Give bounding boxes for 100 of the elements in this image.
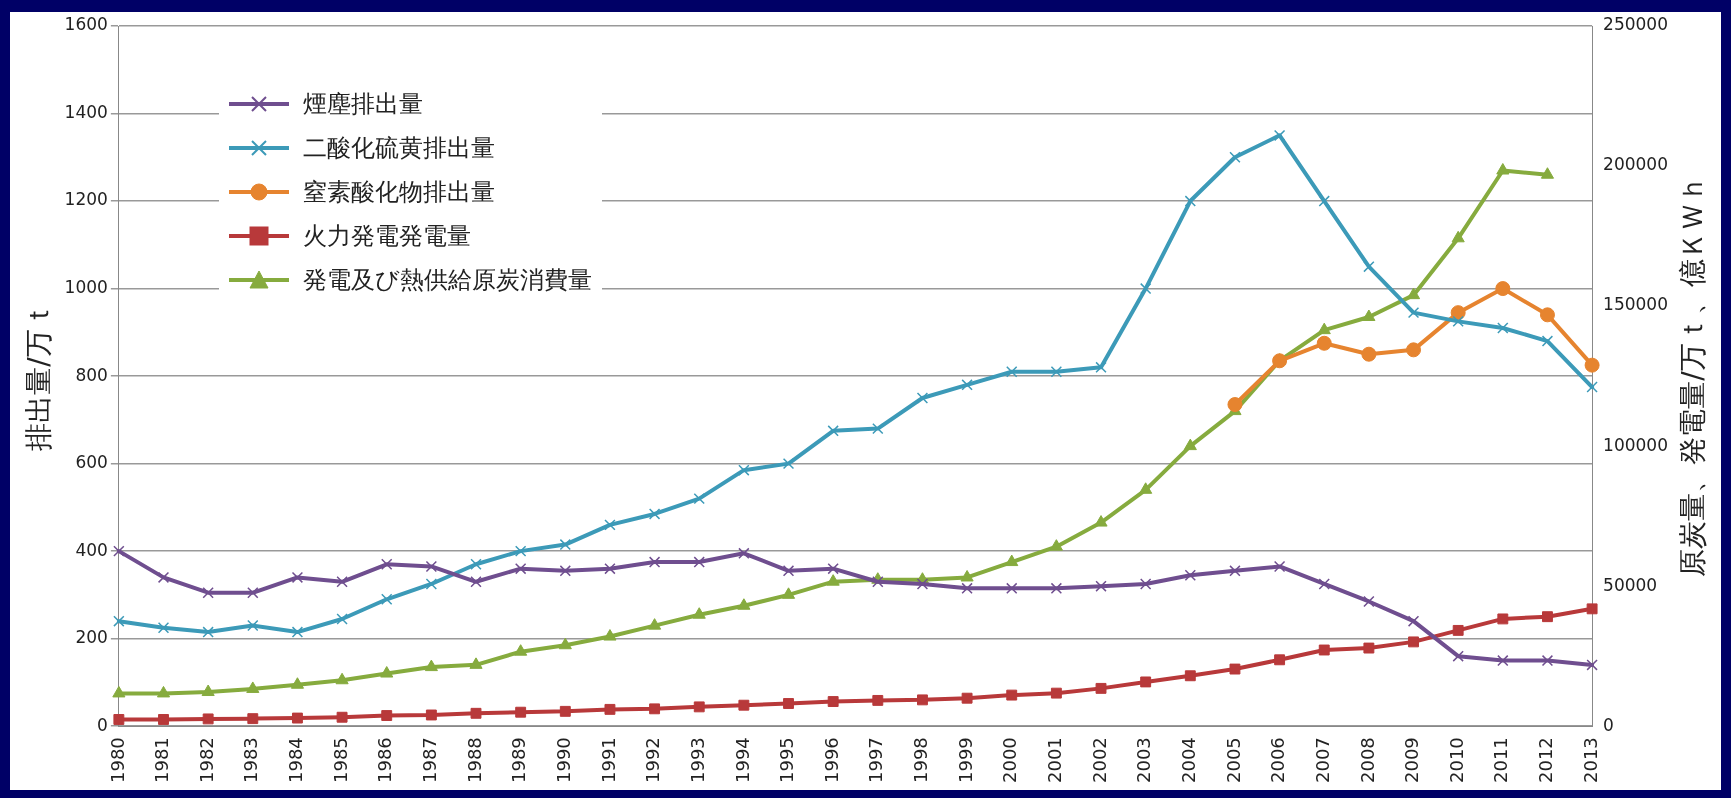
y2-tick-label: 150000: [1603, 294, 1669, 315]
x-tick-label: 1995: [776, 737, 798, 783]
y-tick-label: 1200: [64, 189, 108, 210]
y-tick-label: 1600: [64, 14, 108, 35]
point: [872, 422, 884, 435]
y-tick-label: 1400: [64, 101, 108, 122]
point: [1318, 195, 1330, 207]
point: [157, 571, 170, 584]
point: [693, 701, 705, 713]
point: [783, 698, 794, 709]
point: [202, 626, 214, 638]
y2-tick-label: 0: [1603, 714, 1614, 735]
point: [1408, 636, 1419, 648]
x-tick-label: 1997: [865, 737, 887, 783]
x-tick-label: 1992: [642, 737, 664, 783]
point: [559, 538, 571, 551]
y-tick-label: 600: [75, 452, 108, 473]
x-tick-label: 2002: [1088, 737, 1110, 783]
point: [112, 685, 126, 698]
legend-label: 窒素酸化物排出量: [302, 177, 495, 208]
point: [692, 607, 706, 619]
point: [558, 637, 572, 650]
point: [470, 558, 482, 570]
point: [1407, 306, 1420, 319]
point: [1539, 307, 1555, 323]
point: [693, 556, 705, 568]
point: [1006, 366, 1018, 378]
point: [648, 556, 661, 568]
x-tick-label: 2010: [1445, 737, 1467, 783]
x-tick-label: 1996: [820, 737, 842, 783]
point: [1095, 361, 1107, 374]
point: [961, 582, 973, 595]
point: [514, 562, 527, 575]
point: [1139, 482, 1153, 494]
y2-tick-label: 50000: [1603, 574, 1658, 595]
point: [1006, 689, 1018, 701]
point: [961, 692, 973, 704]
x-tick-label: 1984: [285, 737, 307, 783]
legend-label: 煙塵排出量: [302, 89, 423, 120]
x-tick-label: 1991: [597, 737, 619, 783]
point: [604, 703, 616, 715]
point: [425, 560, 438, 573]
point: [1094, 515, 1108, 527]
point: [961, 379, 973, 391]
point: [1496, 163, 1510, 175]
point: [336, 576, 348, 588]
point: [336, 613, 348, 625]
point: [649, 703, 661, 715]
point: [381, 558, 393, 570]
legend-label: 火力発電発電量: [302, 221, 471, 252]
x-tick-label: 2013: [1579, 737, 1601, 783]
point: [1451, 230, 1465, 243]
point: [1273, 560, 1286, 573]
point: [291, 626, 304, 638]
point: [425, 578, 438, 590]
point: [872, 694, 884, 706]
point: [291, 571, 304, 584]
point: [1541, 654, 1554, 667]
point: [559, 565, 571, 577]
point: [1183, 438, 1197, 451]
point: [917, 694, 928, 706]
point: [291, 712, 303, 724]
point: [1139, 282, 1152, 295]
point: [1140, 676, 1152, 688]
point: [1184, 195, 1197, 207]
x-tick-label: 1982: [195, 737, 217, 783]
point: [782, 457, 795, 470]
y2-tick-label: 100000: [1603, 434, 1669, 455]
point: [1005, 554, 1019, 567]
x-tick-label: 1987: [419, 737, 441, 783]
x-tick-label: 1998: [910, 737, 932, 783]
point: [380, 666, 394, 678]
point: [782, 565, 795, 577]
point: [1050, 582, 1063, 595]
point: [202, 713, 214, 725]
point: [1317, 322, 1331, 335]
point: [1050, 687, 1062, 699]
point: [1584, 357, 1600, 373]
point: [648, 508, 661, 520]
point: [1316, 335, 1332, 351]
point: [1540, 167, 1555, 179]
point: [201, 684, 215, 697]
x-tick-label: 2004: [1177, 737, 1199, 783]
point: [737, 598, 751, 610]
y-tick-label: 0: [97, 714, 108, 735]
point: [1318, 578, 1330, 590]
point: [1452, 650, 1464, 662]
x-tick-label: 1999: [954, 737, 976, 783]
x-tick-label: 1990: [552, 737, 574, 783]
point: [648, 618, 662, 630]
point: [290, 677, 304, 689]
point: [738, 547, 750, 560]
y2-tick-label: 200000: [1603, 154, 1669, 175]
x-tick-label: 1980: [106, 737, 128, 783]
point: [1541, 335, 1554, 347]
x-tick-label: 2006: [1267, 737, 1289, 783]
point: [514, 644, 528, 656]
point: [738, 699, 750, 711]
y-axis-title: 排出量/万ｔ: [22, 301, 56, 451]
y-tick-label: 400: [75, 539, 108, 560]
